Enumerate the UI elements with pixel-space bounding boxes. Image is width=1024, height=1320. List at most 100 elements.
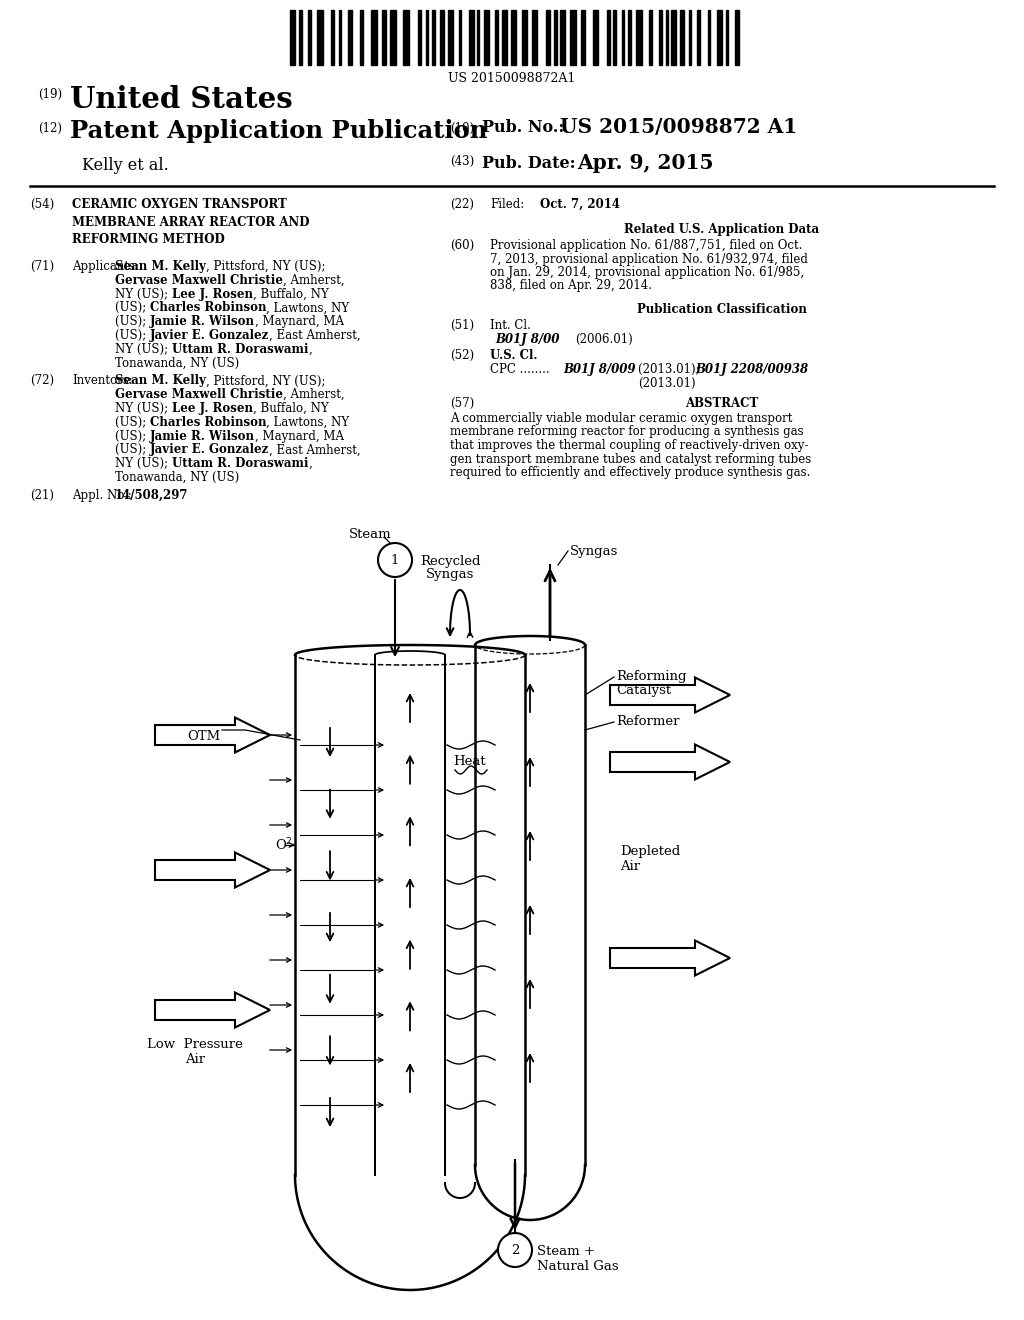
Text: , Lawtons, NY: , Lawtons, NY [266, 416, 349, 429]
Text: Tonawanda, NY (US): Tonawanda, NY (US) [115, 356, 240, 370]
Text: Appl. No.:: Appl. No.: [72, 488, 132, 502]
Text: Syngas: Syngas [570, 545, 618, 558]
Text: Provisional application No. 61/887,751, filed on Oct.: Provisional application No. 61/887,751, … [490, 239, 803, 252]
Text: Air: Air [185, 1053, 205, 1067]
Polygon shape [610, 677, 730, 713]
Polygon shape [155, 993, 270, 1027]
Text: Publication Classification: Publication Classification [637, 304, 807, 315]
Text: Javier E. Gonzalez: Javier E. Gonzalez [150, 329, 269, 342]
Text: US 2015/0098872 A1: US 2015/0098872 A1 [560, 117, 798, 137]
Text: (US);: (US); [115, 429, 150, 442]
Text: (US);: (US); [115, 329, 150, 342]
Bar [637, 11, 642, 65]
Text: (US);: (US); [115, 416, 150, 429]
Bar [308, 11, 311, 65]
Text: 1: 1 [391, 553, 399, 566]
Bar [708, 11, 710, 65]
Text: on Jan. 29, 2014, provisional application No. 61/985,: on Jan. 29, 2014, provisional applicatio… [490, 267, 804, 279]
Text: Gervase Maxwell Christie: Gervase Maxwell Christie [115, 273, 283, 286]
Bar [348, 11, 351, 65]
Text: Pub. No.:: Pub. No.: [482, 119, 564, 136]
Bar [418, 11, 421, 65]
Text: 2: 2 [511, 1243, 519, 1257]
Bar [459, 11, 461, 65]
Bar [649, 11, 651, 65]
Text: Uttam R. Doraswami: Uttam R. Doraswami [172, 343, 308, 356]
Bar [554, 11, 557, 65]
Bar [593, 11, 598, 65]
Text: (43): (43) [450, 154, 474, 168]
Text: B01J 8/009: B01J 8/009 [563, 363, 636, 376]
Bar [331, 11, 334, 65]
Bar [547, 11, 550, 65]
Bar [570, 11, 575, 65]
Text: , Maynard, MA: , Maynard, MA [255, 315, 344, 329]
Bar [735, 11, 739, 65]
Text: 838, filed on Apr. 29, 2014.: 838, filed on Apr. 29, 2014. [490, 280, 652, 293]
Text: , Buffalo, NY: , Buffalo, NY [253, 403, 329, 414]
Circle shape [498, 1233, 532, 1267]
Text: ,: , [308, 457, 312, 470]
Text: (52): (52) [450, 348, 474, 362]
Text: , East Amherst,: , East Amherst, [269, 329, 360, 342]
Text: (2013.01);: (2013.01); [638, 363, 703, 376]
Text: , Pittsford, NY (US);: , Pittsford, NY (US); [206, 375, 326, 387]
Text: US 20150098872A1: US 20150098872A1 [449, 73, 575, 84]
Text: Reforming: Reforming [616, 671, 686, 682]
Text: Reformer: Reformer [616, 715, 680, 729]
Bar [502, 11, 507, 65]
Text: (22): (22) [450, 198, 474, 211]
Text: NY (US);: NY (US); [115, 457, 172, 470]
Text: ,: , [308, 343, 312, 356]
Bar [432, 11, 434, 65]
Text: , Amherst,: , Amherst, [283, 388, 345, 401]
Text: Int. Cl.: Int. Cl. [490, 319, 530, 333]
Text: required to efficiently and effectively produce synthesis gas.: required to efficiently and effectively … [450, 466, 810, 479]
Text: Kelly et al.: Kelly et al. [82, 157, 169, 174]
Text: (US);: (US); [115, 301, 150, 314]
Text: Patent Application Publication: Patent Application Publication [70, 119, 487, 143]
Bar [495, 11, 499, 65]
Text: Depleted: Depleted [620, 845, 680, 858]
Text: OTM: OTM [186, 730, 220, 743]
Bar [360, 11, 364, 65]
Text: (2006.01): (2006.01) [575, 333, 633, 346]
Bar [383, 11, 386, 65]
Text: that improves the thermal coupling of reactively-driven oxy-: that improves the thermal coupling of re… [450, 440, 808, 451]
Bar [671, 11, 676, 65]
Bar [290, 11, 295, 65]
Bar [317, 11, 323, 65]
Text: Gervase Maxwell Christie: Gervase Maxwell Christie [115, 388, 283, 401]
Bar [689, 11, 691, 65]
Text: (US);: (US); [115, 444, 150, 457]
Text: Lee J. Rosen: Lee J. Rosen [172, 288, 253, 301]
Polygon shape [610, 744, 730, 780]
Text: Inventors:: Inventors: [72, 375, 133, 387]
Text: NY (US);: NY (US); [115, 288, 172, 301]
Text: , Amherst,: , Amherst, [283, 273, 345, 286]
Text: , Pittsford, NY (US);: , Pittsford, NY (US); [206, 260, 326, 273]
Text: Charles Robinson: Charles Robinson [150, 416, 266, 429]
Text: CPC ........: CPC ........ [490, 363, 550, 376]
Text: U.S. Cl.: U.S. Cl. [490, 348, 538, 362]
Text: Applicants:: Applicants: [72, 260, 139, 273]
Bar [511, 11, 516, 65]
Text: A commercially viable modular ceramic oxygen transport: A commercially viable modular ceramic ox… [450, 412, 793, 425]
Polygon shape [610, 940, 730, 975]
Text: Oct. 7, 2014: Oct. 7, 2014 [540, 198, 620, 211]
Polygon shape [155, 853, 270, 887]
Text: B01J 2208/00938: B01J 2208/00938 [695, 363, 808, 376]
Bar [483, 11, 489, 65]
Text: Jamie R. Wilson: Jamie R. Wilson [150, 315, 255, 329]
Text: (2013.01): (2013.01) [638, 378, 695, 389]
Bar [658, 11, 663, 65]
Text: Steam: Steam [349, 528, 391, 541]
Text: Jamie R. Wilson: Jamie R. Wilson [150, 429, 255, 442]
Bar [477, 11, 479, 65]
Text: Syngas: Syngas [426, 568, 474, 581]
Text: (60): (60) [450, 239, 474, 252]
Text: Charles Robinson: Charles Robinson [150, 301, 266, 314]
Text: (72): (72) [30, 375, 54, 387]
Bar [426, 11, 428, 65]
Text: Heat: Heat [453, 755, 485, 768]
